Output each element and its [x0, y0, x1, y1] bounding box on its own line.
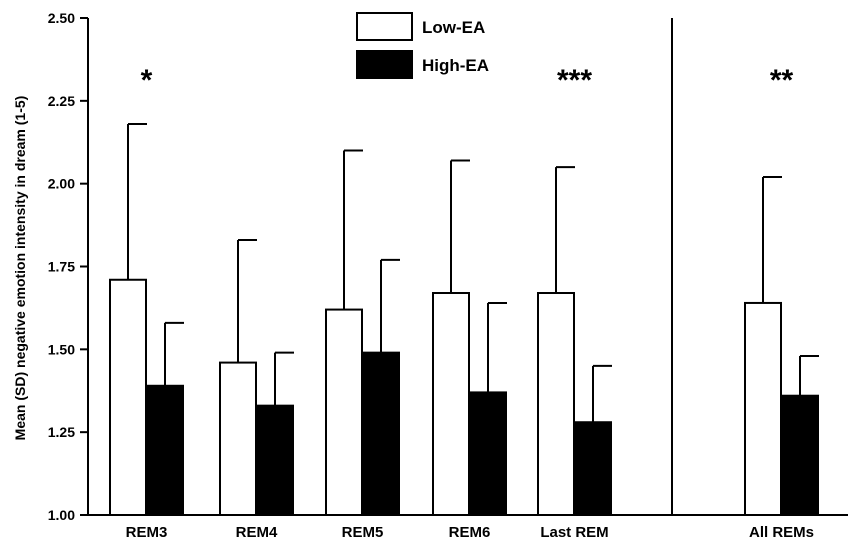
- y-tick-label: 2.50: [48, 10, 75, 26]
- bar-high-ea: [469, 391, 507, 517]
- y-axis-title: Mean (SD) negative emotion intensity in …: [12, 96, 28, 441]
- y-tick-label: 2.00: [48, 176, 75, 192]
- bars: [109, 123, 819, 517]
- category-label: All REMs: [749, 524, 814, 541]
- bar-high-ea: [362, 351, 400, 516]
- bar-low-ea: [744, 301, 782, 516]
- y-tick-label: 1.50: [48, 341, 75, 357]
- bar-low-ea: [325, 308, 363, 516]
- legend-label: Low-EA: [422, 18, 485, 37]
- bar-low-ea: [109, 278, 147, 516]
- y-tick-label: 1.00: [48, 507, 75, 523]
- category-label: Last REM: [540, 524, 608, 541]
- significance-marker: *: [141, 64, 153, 97]
- significance-labels: * *** **: [141, 64, 794, 97]
- bar-high-ea: [256, 404, 294, 516]
- bar-low-ea: [432, 292, 470, 516]
- legend: Low-EA High-EA: [356, 12, 489, 79]
- category-labels: REM3 REM4 REM5 REM6 Last REM All REMs: [126, 524, 814, 541]
- category-label: REM5: [342, 524, 384, 541]
- significance-marker: ***: [557, 64, 592, 97]
- category-label: REM4: [236, 524, 278, 541]
- bar-high-ea: [146, 384, 184, 516]
- y-tick-label: 1.25: [48, 424, 75, 440]
- bar-high-ea: [781, 394, 819, 516]
- bar-high-ea: [574, 421, 612, 516]
- legend-swatch-high-ea: [356, 50, 413, 79]
- significance-marker: **: [770, 64, 794, 97]
- bar-low-ea: [537, 292, 575, 516]
- legend-swatch-low-ea: [356, 12, 413, 41]
- category-label: REM3: [126, 524, 168, 541]
- category-label: REM6: [449, 524, 491, 541]
- y-tick-label: 2.25: [48, 93, 75, 109]
- y-tick-label: 1.75: [48, 259, 75, 275]
- y-ticks: 1.00 1.25 1.50 1.75 2.00 2.25 2.50: [48, 10, 88, 523]
- legend-label: High-EA: [422, 56, 489, 75]
- bar-low-ea: [219, 361, 257, 516]
